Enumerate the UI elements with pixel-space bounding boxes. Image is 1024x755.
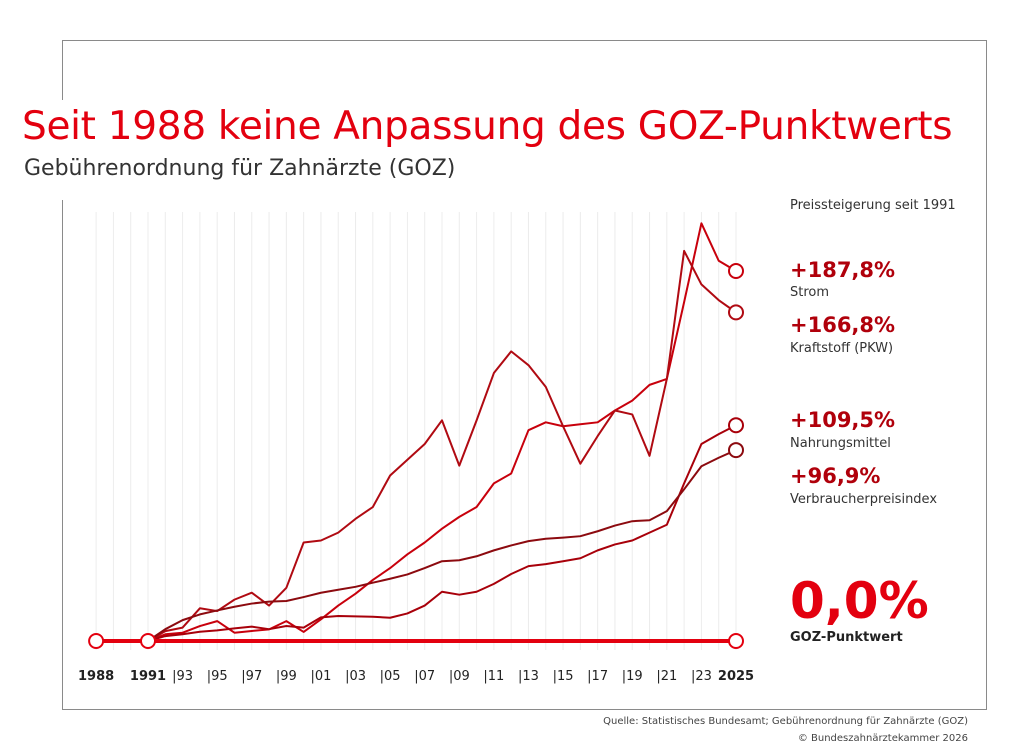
x-tick-label: |95 [207, 669, 228, 684]
x-tick-label: |03 [345, 669, 366, 684]
x-tick-label: 1991 [130, 669, 166, 684]
legend-header: Preissteigerung seit 1991 [790, 198, 956, 213]
source-note: Quelle: Statistisches Bundesamt; Gebühre… [603, 716, 968, 727]
page-title: Seit 1988 keine Anpassung des GOZ-Punktw… [22, 104, 953, 149]
x-tick-label: |21 [656, 669, 677, 684]
series-end-marker [728, 633, 744, 649]
x-tick-label: |11 [483, 669, 504, 684]
series-line-1 [147, 249, 737, 642]
vpi-label: Verbraucherpreisindex [790, 492, 938, 507]
x-tick-label: |99 [276, 669, 297, 684]
x-tick-label: |19 [622, 669, 643, 684]
x-tick-label: 1988 [78, 669, 114, 684]
strom-label: Strom [790, 285, 830, 300]
x-tick-label: |13 [518, 669, 539, 684]
kraftstoff-value: +166,8% [790, 313, 896, 337]
frame [62, 40, 987, 710]
x-tick-label: |93 [172, 669, 193, 684]
goz-label: GOZ-Punktwert [790, 630, 903, 645]
series-end-marker [728, 263, 744, 279]
kraftstoff-label: Kraftstoff (PKW) [790, 341, 894, 356]
x-tick-label: |17 [587, 669, 608, 684]
nahrungsmittel-label: Nahrungsmittel [790, 436, 891, 451]
nahrungsmittel-value: +109,5% [790, 408, 896, 432]
x-tick-label: |01 [310, 669, 331, 684]
x-tick-label: |15 [553, 669, 574, 684]
series-line-3 [147, 449, 737, 642]
x-tick-label: |09 [449, 669, 470, 684]
x-tick-label: |23 [691, 669, 712, 684]
series-line-2 [147, 424, 737, 642]
title-background [18, 100, 978, 200]
x-tick-label: |97 [241, 669, 262, 684]
series-end-marker [728, 417, 744, 434]
goz-marker-1988 [88, 633, 105, 649]
series-line-0 [147, 222, 737, 642]
x-tick-label: |05 [380, 669, 401, 684]
strom-value: +187,8% [790, 258, 896, 282]
series-end-marker [728, 442, 744, 459]
series-end-marker [728, 304, 744, 321]
goz-marker-1991 [140, 633, 156, 649]
goz-value: 0,0% [790, 572, 929, 630]
x-tick-label: |07 [414, 669, 435, 684]
copyright-note: © Bundeszahnärztekammer 2026 [797, 733, 968, 744]
vpi-value: +96,9% [790, 464, 881, 488]
x-tick-label: 2025 [718, 669, 754, 684]
page-subtitle: Gebührenordnung für Zahnärzte (GOZ) [24, 156, 456, 181]
